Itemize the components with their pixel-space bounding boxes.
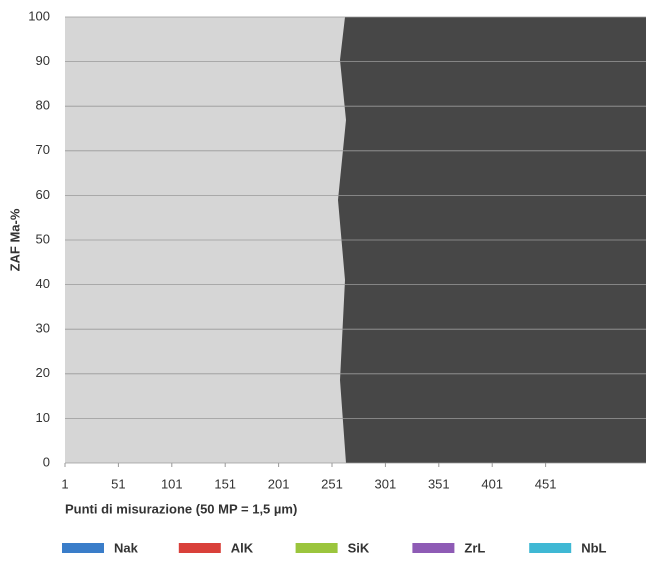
x-tick-label: 151 (214, 476, 236, 491)
y-tick-label: 60 (36, 187, 50, 202)
legend-label: ZrL (464, 540, 485, 555)
legend-label: SiK (348, 540, 370, 555)
y-tick-label: 100 (28, 8, 50, 23)
y-tick-label: 0 (43, 454, 50, 469)
x-tick-label: 401 (481, 476, 503, 491)
y-tick-label: 90 (36, 53, 50, 68)
legend-swatch (412, 543, 455, 553)
x-tick-label: 201 (268, 476, 290, 491)
x-tick-label: 451 (535, 476, 557, 491)
legend-swatch (178, 543, 221, 553)
x-tick-label: 1 (61, 476, 68, 491)
y-axis-title: ZAF Ma-% (7, 208, 22, 271)
y-tick-label: 20 (36, 365, 50, 380)
x-tick-label: 51 (111, 476, 125, 491)
legend-label: NbL (581, 540, 606, 555)
y-tick-label: 10 (36, 410, 50, 425)
x-tick-label: 251 (321, 476, 343, 491)
legend-swatch (62, 543, 104, 553)
legend-label: AlK (231, 540, 254, 555)
y-tick-label: 30 (36, 321, 50, 336)
x-tick-label: 101 (161, 476, 183, 491)
legend-label: Nak (114, 540, 139, 555)
y-tick-label: 50 (36, 231, 50, 246)
y-tick-label: 40 (36, 276, 50, 291)
legend-swatch (529, 543, 572, 553)
y-tick-label: 80 (36, 98, 50, 113)
y-tick-label: 70 (36, 142, 50, 157)
x-axis-title: Punti di misurazione (50 MP = 1,5 µm) (65, 501, 297, 516)
x-tick-label: 351 (428, 476, 450, 491)
legend-swatch (295, 543, 338, 553)
x-tick-label: 301 (375, 476, 397, 491)
